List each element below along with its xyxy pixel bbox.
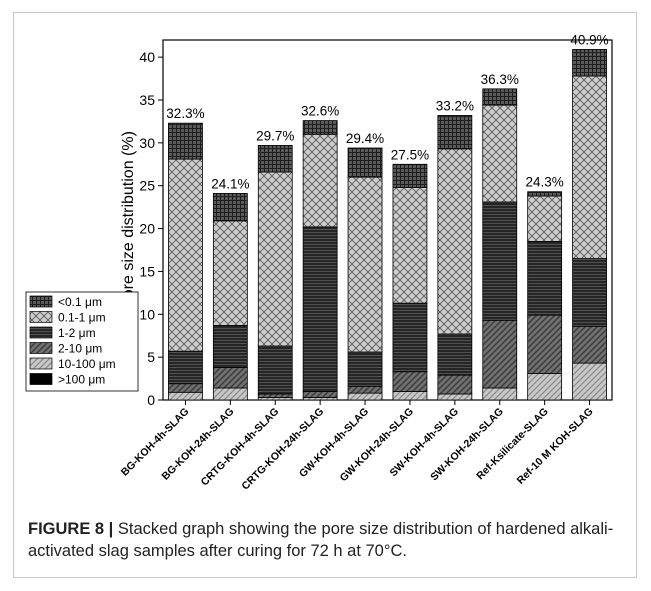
- bar-segment: [482, 88, 518, 106]
- bar-segment: [168, 122, 203, 160]
- bar-segment: [302, 391, 338, 398]
- plot-area-frame: [162, 39, 613, 401]
- legend-swatch: [29, 373, 53, 385]
- y-tick-label: 10: [139, 306, 155, 322]
- bar-segment: [347, 176, 383, 353]
- legend-swatch: [29, 295, 53, 308]
- legend-swatch: [29, 342, 53, 354]
- y-tick-label: 30: [139, 135, 155, 151]
- bar-segment: [257, 171, 293, 347]
- figure-label: FIGURE 8 |: [28, 520, 114, 538]
- bar-total-label: 24.3%: [526, 175, 564, 190]
- x-category-label: CRTG-KOH-24h-SLAG: [239, 406, 326, 493]
- bar-segment: [257, 145, 293, 173]
- legend-swatch: [29, 357, 53, 370]
- bar-segment: [212, 220, 248, 326]
- bar-segment: [527, 241, 563, 316]
- bar-segment: [212, 325, 248, 368]
- bar-segment: [437, 115, 473, 150]
- bar-segment: [572, 258, 607, 327]
- y-tick-label: 40: [139, 49, 155, 65]
- bar-total-label: 32.3%: [166, 106, 204, 121]
- bar-segment: [347, 351, 383, 387]
- bar-segment: [168, 350, 203, 385]
- bar-segment: [168, 383, 203, 393]
- bar-segment: [437, 148, 473, 335]
- bar-segment: [527, 314, 563, 374]
- y-tick-label: 15: [139, 263, 155, 279]
- x-category-label: Ref-10 M KOH-SLAG: [515, 406, 596, 487]
- stacked-bar-chart: 0 5 10 15 20 25 30 35 40 Pore size distribution (…: [25, 32, 613, 493]
- bar-segment: [347, 392, 383, 401]
- legend-swatch: [29, 326, 53, 339]
- bar-segment: [168, 391, 203, 401]
- y-axis-label: Pore size distribution (%): [120, 131, 137, 309]
- legend-label: >100 μm: [58, 373, 105, 387]
- bar-segment: [572, 325, 607, 364]
- legend-label: 0.1-1 μm: [58, 311, 106, 325]
- bar-segment: [482, 387, 518, 401]
- bar-segment: [257, 345, 293, 395]
- y-tick-label: 20: [139, 221, 155, 237]
- bar-total-label: 33.2%: [436, 98, 474, 113]
- bar-total-label: 36.3%: [481, 72, 519, 87]
- legend-label: 2-10 μm: [58, 342, 102, 356]
- legend-label: <0.1 μm: [58, 295, 102, 309]
- bar-total-label: 32.6%: [301, 104, 339, 119]
- bar-segment: [392, 391, 428, 401]
- bar-total-label: 40.9%: [570, 32, 608, 47]
- x-category-label: GW-KOH-24h-SLAG: [338, 406, 416, 484]
- bar-segment: [527, 373, 563, 401]
- bar-segment: [572, 362, 607, 401]
- bar-segment: [212, 387, 248, 401]
- bar-segment: [347, 385, 383, 394]
- bar-segment: [482, 201, 518, 321]
- bar-segment: [482, 319, 518, 389]
- y-tick-label: 35: [139, 92, 155, 108]
- bar-total-label: 29.4%: [346, 131, 384, 146]
- bar-segment: [212, 193, 248, 222]
- legend-label: 10-100 μm: [58, 357, 116, 371]
- bar-segment: [482, 104, 518, 203]
- y-tick-label: 25: [139, 178, 155, 194]
- bar-segment: [572, 49, 607, 77]
- figure-caption: FIGURE 8 | Stacked graph showing the por…: [28, 518, 628, 562]
- bar-segment: [302, 120, 338, 135]
- bar-total-label: 29.7%: [256, 128, 294, 143]
- bar-segment: [527, 191, 563, 197]
- legend-swatch: [29, 311, 53, 323]
- bar-segment: [392, 163, 428, 188]
- bar-segment: [212, 367, 248, 389]
- bar-segment: [527, 195, 563, 242]
- y-tick-label: 0: [147, 392, 155, 408]
- bar-segment: [572, 75, 607, 259]
- bar-segment: [437, 333, 473, 376]
- bar-segment: [168, 158, 203, 352]
- bar-segment: [347, 147, 383, 178]
- figure-caption-text: Stacked graph showing the pore size dist…: [28, 520, 614, 560]
- bar-segment: [392, 371, 428, 392]
- bar-segment: [302, 226, 338, 392]
- bar-segment: [302, 133, 338, 228]
- bar-segment: [437, 393, 473, 401]
- figure-frame: [13, 12, 637, 578]
- bar-segment: [392, 302, 428, 373]
- bar-total-label: 27.5%: [391, 147, 429, 162]
- bar-segment: [392, 187, 428, 304]
- bar-segment: [257, 393, 293, 398]
- bar-total-label: 24.1%: [211, 176, 249, 191]
- y-tick-label: 5: [147, 349, 155, 365]
- x-category-label: CRTG-KOH-4h-SLAG: [199, 406, 282, 489]
- legend-label: 1-2 μm: [58, 326, 96, 340]
- bar-segment: [437, 374, 473, 395]
